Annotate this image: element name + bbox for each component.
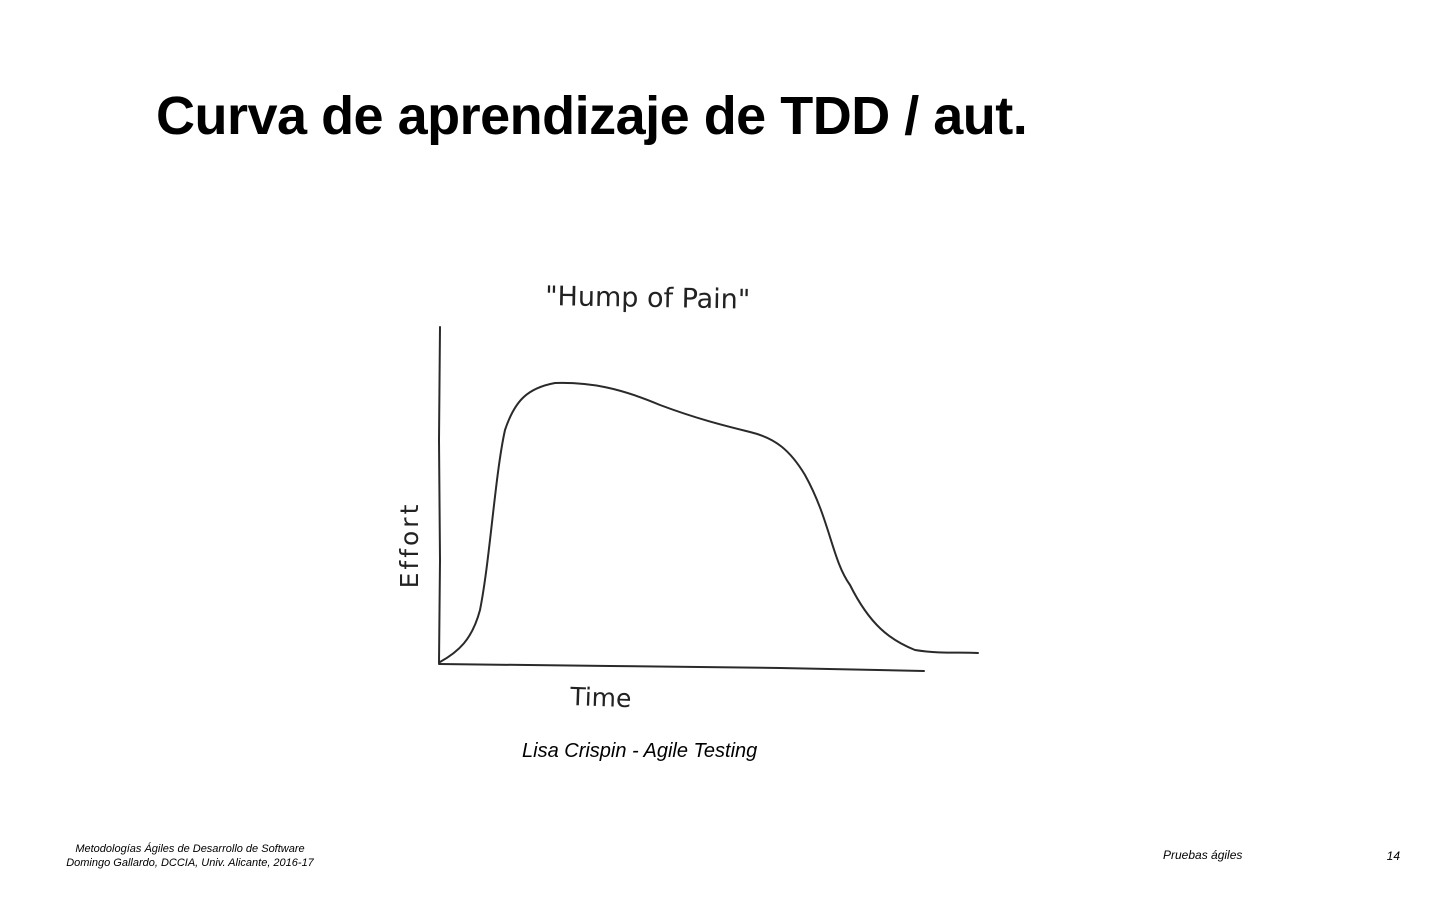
y-axis-line: [437, 326, 442, 664]
hump-of-pain-drawing: "Hump of Pain" Effort Time: [395, 281, 979, 713]
hump-of-pain-sketch: "Hump of Pain" Effort Time: [360, 260, 1020, 730]
footer-section-title: Pruebas ágiles: [1163, 848, 1243, 862]
slide-title: Curva de aprendizaje de TDD / aut.: [156, 86, 1028, 146]
figure-heading: "Hump of Pain": [545, 281, 751, 316]
y-axis-label: Effort: [395, 502, 424, 589]
footer-credits: Metodologías Ágiles de Desarrollo de Sof…: [0, 842, 380, 870]
page-number: 14: [1386, 849, 1400, 863]
footer-course: Metodologías Ágiles de Desarrollo de Sof…: [75, 843, 305, 855]
effort-curve: [439, 381, 979, 663]
x-axis-label: Time: [569, 682, 632, 713]
x-axis-line: [438, 663, 925, 672]
footer-author: Domingo Gallardo, DCCIA, Univ. Alicante,…: [66, 857, 314, 869]
figure-caption: Lisa Crispin - Agile Testing: [522, 740, 758, 762]
